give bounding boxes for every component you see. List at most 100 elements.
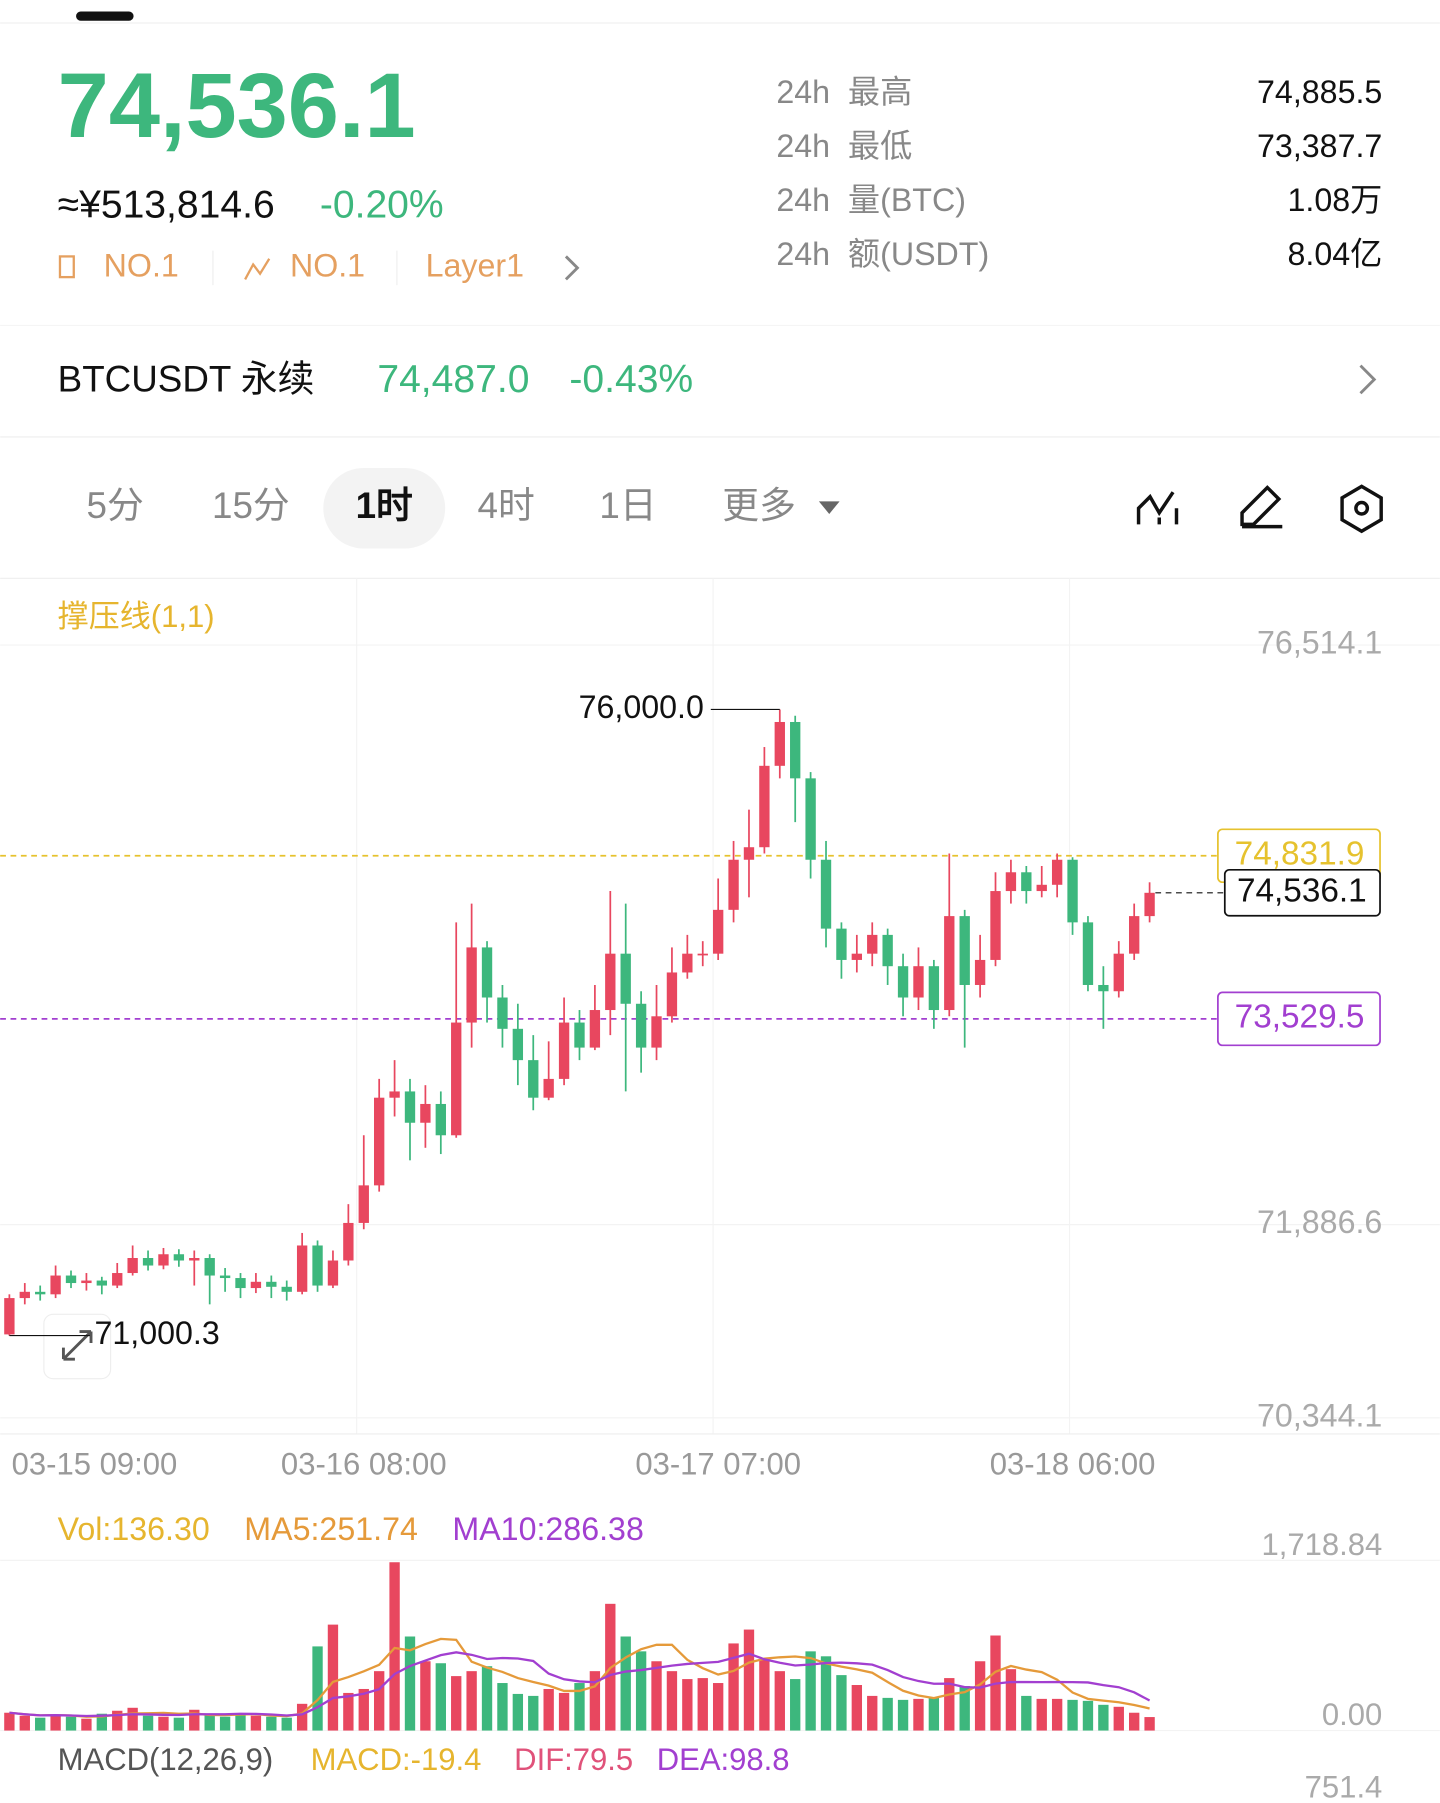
candle-body — [158, 1254, 169, 1266]
level-label: 74,831.9 — [1235, 836, 1365, 873]
chevron[interactable] — [564, 255, 580, 281]
candle-body — [959, 916, 970, 985]
volume-bar — [127, 1707, 138, 1731]
volume-bar — [81, 1718, 92, 1731]
chevron[interactable] — [1359, 364, 1377, 395]
price: 74,536.1 — [58, 55, 416, 157]
candle-body — [728, 859, 739, 910]
macd-legend: DIF:79.5 — [514, 1742, 633, 1777]
candle-body — [790, 721, 801, 779]
candle-body — [620, 953, 631, 1004]
volume-bar — [558, 1692, 570, 1731]
indicator-icon[interactable] — [1136, 491, 1179, 525]
candle-body — [404, 1091, 416, 1123]
volume-bar — [374, 1671, 385, 1731]
candle-body — [19, 1291, 30, 1299]
settings-icon[interactable] — [1340, 484, 1383, 534]
candle-body — [481, 947, 493, 998]
macd-legend: MACD:-19.4 — [311, 1742, 482, 1777]
candle-body — [682, 953, 693, 973]
volume-bar — [712, 1683, 724, 1731]
candle-body — [1098, 984, 1109, 992]
volume-bar — [96, 1713, 108, 1731]
volume-bar — [1005, 1669, 1017, 1731]
tag[interactable]: NO.1 — [104, 247, 179, 283]
indicator-label: 撑压线(1,1) — [58, 599, 215, 634]
draw-icon[interactable] — [1240, 485, 1283, 529]
tab[interactable]: 5分 — [87, 485, 144, 526]
tag[interactable]: Layer1 — [426, 247, 524, 283]
candle-body — [512, 1028, 524, 1061]
tab[interactable]: 15分 — [212, 485, 290, 526]
volume-bar — [928, 1697, 940, 1731]
volume-bar — [1113, 1706, 1124, 1731]
candle-body — [250, 1281, 262, 1289]
y-tick-label: 76,514.1 — [1257, 625, 1382, 661]
dropdown-arrow[interactable] — [818, 501, 840, 514]
candle-body — [882, 934, 893, 967]
candle-body — [1144, 892, 1155, 917]
notch — [76, 11, 134, 21]
candle-body — [466, 947, 477, 1023]
candle-body — [374, 1097, 385, 1186]
expand-icon[interactable] — [61, 1330, 93, 1361]
settings-icon[interactable] — [1354, 500, 1370, 516]
x-tick-label: 03-17 07:00 — [635, 1446, 801, 1481]
candle-body — [1129, 916, 1140, 954]
last-price-box — [1223, 868, 1381, 917]
candle-body — [697, 953, 708, 956]
volume-bar — [774, 1671, 785, 1731]
volume-bar — [4, 1712, 15, 1731]
volume-bar — [250, 1715, 262, 1731]
volume-bar — [867, 1695, 878, 1731]
volume-bar — [389, 1562, 400, 1731]
volume-bar — [1021, 1695, 1032, 1731]
volume-bar — [882, 1697, 893, 1731]
volume-bar — [528, 1695, 539, 1731]
volume-bar — [435, 1663, 446, 1731]
volume-bar — [343, 1692, 354, 1731]
level-label: 73,529.5 — [1235, 999, 1365, 1036]
tab[interactable]: 1日 — [599, 485, 656, 526]
x-tick-label: 03-18 06:00 — [990, 1446, 1156, 1481]
candle-body — [189, 1258, 200, 1261]
candle-body — [1067, 859, 1078, 923]
stat-label: 24h 量(BTC) — [776, 182, 966, 218]
volume-legend: MA10:286.38 — [452, 1511, 643, 1547]
tab[interactable]: 1时 — [356, 485, 413, 526]
candle-body — [142, 1258, 154, 1266]
macd-legend: DEA:98.8 — [657, 1742, 790, 1777]
tab[interactable]: 4时 — [477, 485, 534, 526]
tag[interactable]: NO.1 — [290, 247, 365, 283]
volume-bar — [820, 1656, 832, 1731]
candle-body — [897, 966, 909, 998]
stat-label: 24h 最低 — [776, 128, 912, 164]
cny-price: ≈¥513,814.6 — [58, 183, 275, 226]
volume-bar — [35, 1717, 46, 1731]
tab[interactable]: 更多 — [722, 485, 796, 526]
perp-name[interactable]: BTCUSDT 永续 — [58, 358, 315, 399]
volume-bar — [743, 1629, 755, 1731]
candle-body — [1036, 884, 1047, 892]
candle-body — [1021, 872, 1032, 892]
volume-bar — [451, 1676, 462, 1731]
volume-bar — [1082, 1700, 1094, 1731]
candle-body — [112, 1273, 123, 1286]
rank-icon — [58, 255, 75, 279]
candle-body — [497, 997, 508, 1029]
candle-body — [543, 1078, 554, 1098]
volume-bar — [158, 1716, 169, 1731]
volume-bar — [296, 1703, 308, 1731]
volume-bar — [651, 1661, 662, 1731]
volume-bar — [358, 1688, 369, 1731]
stat-label: 24h 额(USDT) — [776, 236, 989, 272]
candle-body — [635, 1003, 647, 1048]
volume-bar — [327, 1624, 339, 1731]
stat-value: 74,885.5 — [1257, 74, 1382, 110]
candle-body — [774, 721, 785, 766]
candle-body — [589, 1010, 601, 1048]
candle-body — [4, 1298, 15, 1335]
annotation: 76,000.0 — [579, 689, 704, 725]
volume-bar — [142, 1715, 154, 1731]
